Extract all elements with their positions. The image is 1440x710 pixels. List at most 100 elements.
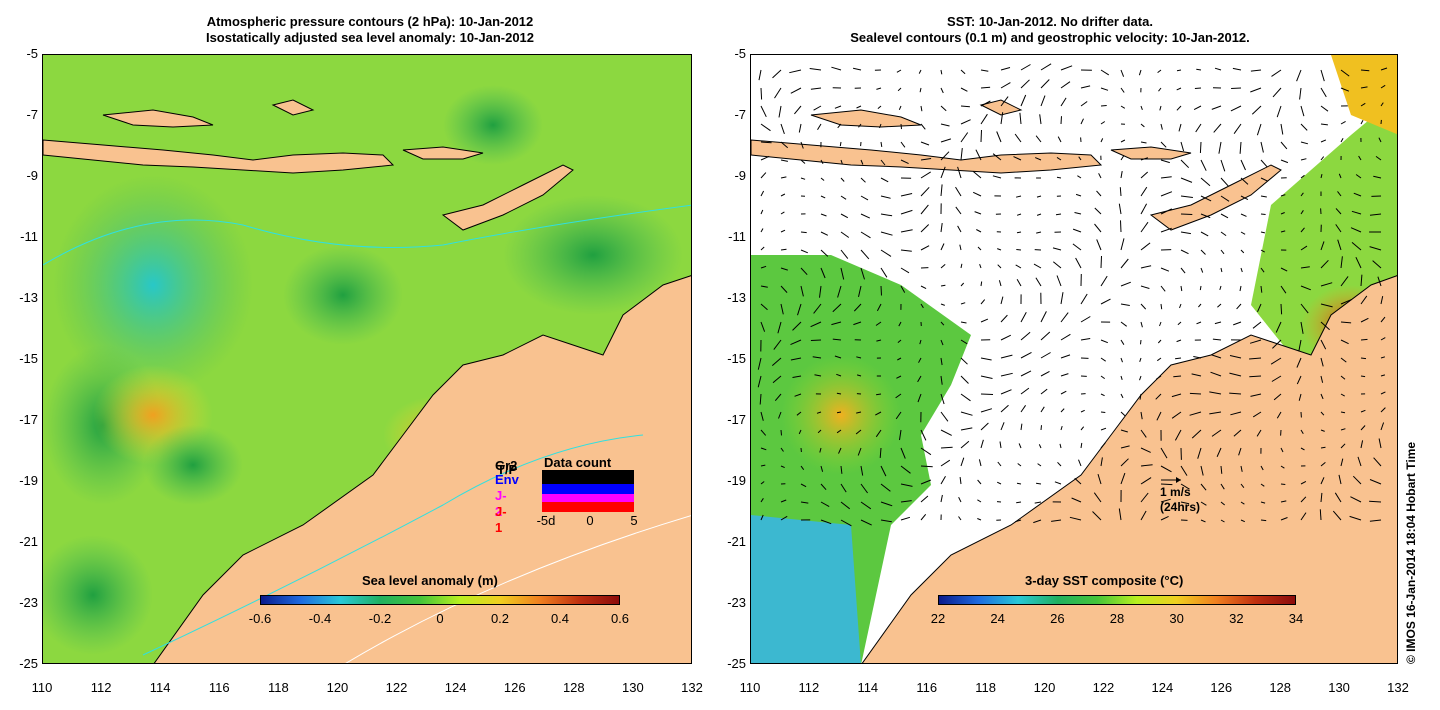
velocity-vector [1320, 69, 1325, 82]
velocity-vector [1196, 321, 1202, 325]
velocity-vector [820, 249, 829, 257]
velocity-vector [1094, 207, 1102, 215]
velocity-vector [1060, 333, 1071, 341]
velocity-vector [896, 375, 902, 379]
velocity-vector [897, 339, 902, 343]
velocity-vector [1035, 135, 1042, 143]
velocity-vector [1360, 86, 1368, 89]
velocity-vector [955, 186, 962, 197]
velocity-vector [780, 248, 787, 251]
velocity-vector [1120, 357, 1123, 363]
velocity-vector [800, 285, 804, 297]
velocity-vector [1340, 357, 1347, 363]
velocity-vector [1256, 123, 1262, 136]
velocity-vector [1355, 256, 1362, 269]
velocity-vector [1335, 224, 1342, 233]
velocity-vector [816, 411, 822, 414]
sla-timor-land [441, 164, 574, 231]
velocity-vector [860, 213, 871, 219]
velocity-vector [1159, 105, 1162, 111]
longitude-tick-label: 114 [149, 680, 171, 695]
velocity-vector [940, 87, 944, 94]
velocity-vector [960, 339, 968, 345]
velocity-vector [1276, 411, 1282, 419]
velocity-vector [940, 429, 952, 436]
velocity-vector [920, 186, 930, 197]
velocity-vector [1171, 411, 1182, 419]
velocity-vector [1157, 339, 1162, 344]
legend-tp: T/P [497, 462, 518, 477]
velocity-vector [1060, 65, 1073, 71]
colorbar-tick-label: 32 [1229, 611, 1244, 626]
velocity-vector [840, 483, 847, 493]
velocity-vector [1300, 158, 1307, 161]
velocity-vector [880, 141, 883, 147]
velocity-vector [958, 496, 962, 503]
velocity-vector [1260, 519, 1267, 522]
velocity-vector [1177, 321, 1182, 326]
velocity-vector [1360, 357, 1367, 360]
velocity-vector [1275, 321, 1282, 333]
velocity-vector [1080, 316, 1091, 323]
velocity-vector [1139, 375, 1142, 381]
colorbar-tick-label: 0.4 [550, 611, 570, 626]
velocity-vector [1016, 501, 1022, 504]
velocity-vector [1352, 475, 1362, 485]
latitude-tick-label: -23 [727, 595, 746, 610]
legend-j2: J-2 [495, 488, 507, 519]
sst-islands-land [810, 99, 1192, 160]
velocity-vector [1140, 321, 1143, 328]
velocity-vector [1240, 195, 1249, 201]
velocity-vector [1160, 303, 1163, 310]
velocity-vector [796, 411, 802, 416]
velocity-vector [800, 177, 806, 180]
velocity-vector [1016, 213, 1022, 216]
velocity-vector [920, 285, 927, 290]
velocity-vector [1360, 102, 1366, 107]
velocity-vector [960, 282, 965, 287]
velocity-vector [980, 439, 984, 449]
velocity-vector [1299, 87, 1302, 100]
sla-low-west [53, 175, 253, 395]
left-title-line2: Isostatically adjusted sea level anomaly… [205, 30, 535, 45]
velocity-vector [1040, 331, 1051, 341]
velocity-vector [1020, 64, 1031, 71]
velocity-vector [980, 422, 989, 431]
velocity-vector [1097, 473, 1102, 485]
velocity-vector [813, 105, 822, 111]
velocity-vector [1160, 159, 1170, 164]
velocity-vector [1260, 231, 1266, 234]
velocity-vector [1360, 317, 1369, 323]
velocity-vector [1200, 177, 1211, 187]
velocity-vector [875, 321, 882, 326]
sst-australia-land [861, 275, 1397, 663]
velocity-vector [1000, 96, 1009, 107]
velocity-vector [1320, 156, 1325, 161]
velocity-vector [1040, 388, 1048, 395]
velocity-vector [1119, 187, 1122, 197]
velocity-vector [1072, 228, 1082, 233]
velocity-vector [760, 514, 764, 521]
velocity-vector [1340, 339, 1349, 345]
velocity-vector [1380, 374, 1386, 377]
velocity-vector [1080, 409, 1085, 413]
velocity-vector [1100, 375, 1105, 380]
velocity-vector [1229, 355, 1242, 359]
velocity-vector [1340, 321, 1352, 324]
velocity-vector [1200, 267, 1204, 273]
velocity-vector [957, 166, 962, 179]
velocity-vector [1212, 338, 1222, 341]
velocity-vector [900, 483, 913, 487]
velocity-vector [1334, 492, 1342, 503]
velocity-vector [1320, 139, 1327, 143]
colorbar-tick-label: 28 [1109, 611, 1125, 626]
velocity-vector [810, 339, 822, 341]
velocity-vector [1373, 457, 1382, 467]
longitude-tick-label: 116 [916, 680, 938, 695]
velocity-vector [880, 501, 893, 507]
velocity-vector [800, 501, 809, 504]
velocity-vector [1355, 174, 1362, 179]
velocity-vector [997, 248, 1002, 251]
velocity-vector [820, 501, 830, 508]
velocity-vector [777, 321, 782, 334]
